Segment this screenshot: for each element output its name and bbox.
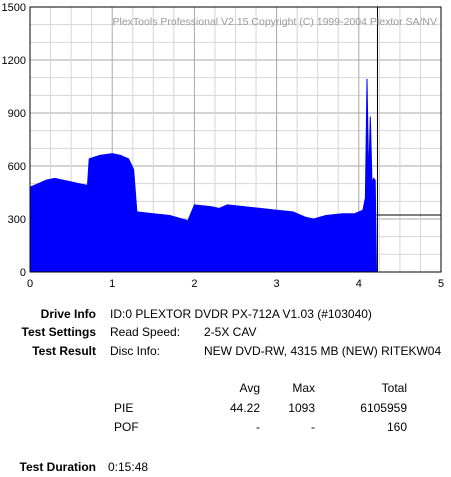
x-tick-label: 1: [109, 278, 115, 290]
pof-row-label: POF: [114, 420, 139, 434]
test-duration-value: 0:15:48: [108, 460, 149, 474]
plot-frame: [29, 6, 442, 273]
pof-max: -: [311, 420, 315, 434]
chart-series: [29, 7, 441, 273]
pie-max: 1093: [288, 401, 315, 415]
test-settings-label: Test Settings: [21, 325, 96, 339]
pie-total: 6105959: [360, 401, 407, 415]
drive-info-value: ID:0 PLEXTOR DVDR PX-712A V1.03 (#103040…: [110, 307, 372, 321]
pof-total: 160: [386, 420, 407, 434]
total-header: Total: [381, 381, 407, 395]
pie-avg: 44.22: [229, 401, 260, 415]
chart-watermark: PlexTools Professional V2.15 Copyright (…: [113, 16, 438, 28]
y-tick-label: 1200: [2, 55, 26, 67]
x-tick-label: 2: [191, 278, 197, 290]
y-tick-label: 900: [8, 108, 26, 120]
x-tick-label: 3: [274, 278, 280, 290]
x-tick-label: 0: [27, 278, 33, 290]
test-duration-label: Test Duration: [19, 460, 96, 474]
y-tick-label: 300: [8, 214, 26, 226]
avg-header: Avg: [239, 381, 260, 395]
drive-info-label: Drive Info: [40, 307, 96, 321]
y-tick-label: 0: [20, 267, 26, 279]
read-speed-label: Read Speed:: [110, 325, 181, 339]
y-tick-label: 1500: [2, 2, 26, 14]
disc-info-value: NEW DVD-RW, 4315 MB (NEW) RITEKW04: [204, 344, 442, 358]
pof-avg: -: [256, 420, 260, 434]
pie-area: [29, 78, 378, 273]
test-result-label: Test Result: [32, 344, 96, 358]
y-tick-label: 600: [8, 161, 26, 173]
pie-chart: 0 300 600 900 1200 1500 0 1 2 3 4 5 PlexTools Profe…: [2, 2, 445, 290]
read-speed-value: 2-5X CAV: [204, 325, 257, 339]
pie-row-label: PIE: [114, 401, 134, 415]
x-tick-label: 4: [356, 278, 362, 290]
disc-info-label: Disc Info:: [110, 344, 161, 358]
x-tick-label: 5: [438, 278, 444, 290]
max-header: Max: [292, 381, 315, 395]
chart-axes: 0 300 600 900 1200 1500 0 1 2 3 4 5: [2, 2, 445, 290]
